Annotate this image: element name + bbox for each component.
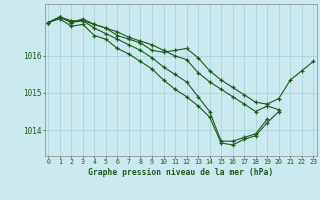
X-axis label: Graphe pression niveau de la mer (hPa): Graphe pression niveau de la mer (hPa) [88, 168, 273, 177]
